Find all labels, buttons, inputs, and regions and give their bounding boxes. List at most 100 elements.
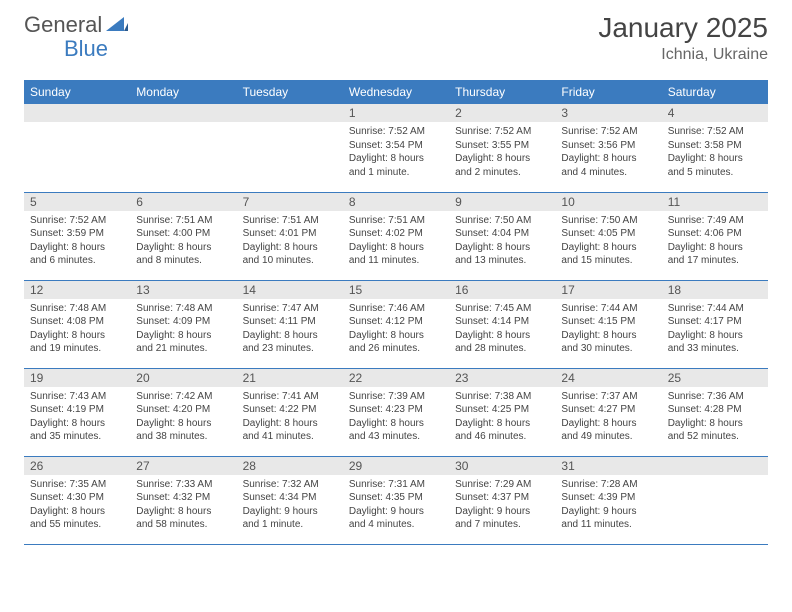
logo-text-2: Blue	[64, 36, 108, 62]
sunset-text: Sunset: 4:02 PM	[349, 227, 443, 241]
calendar-day-cell: 11Sunrise: 7:49 AMSunset: 4:06 PMDayligh…	[662, 192, 768, 280]
day-details: Sunrise: 7:36 AMSunset: 4:28 PMDaylight:…	[662, 387, 768, 448]
calendar-day-cell: 28Sunrise: 7:32 AMSunset: 4:34 PMDayligh…	[237, 456, 343, 544]
sunrise-text: Sunrise: 7:52 AM	[561, 125, 655, 139]
sunrise-text: Sunrise: 7:28 AM	[561, 478, 655, 492]
sunrise-text: Sunrise: 7:46 AM	[349, 302, 443, 316]
daylight-text: Daylight: 8 hours and 4 minutes.	[561, 152, 655, 179]
day-details: Sunrise: 7:50 AMSunset: 4:05 PMDaylight:…	[555, 211, 661, 272]
weekday-header: Monday	[130, 80, 236, 104]
calendar-day-cell	[130, 104, 236, 192]
calendar-body: 1Sunrise: 7:52 AMSunset: 3:54 PMDaylight…	[24, 104, 768, 544]
sunset-text: Sunset: 4:11 PM	[243, 315, 337, 329]
sunset-text: Sunset: 4:30 PM	[30, 491, 124, 505]
sunrise-text: Sunrise: 7:39 AM	[349, 390, 443, 404]
sunset-text: Sunset: 3:58 PM	[668, 139, 762, 153]
day-number: 16	[449, 281, 555, 299]
empty-day	[237, 104, 343, 122]
calendar-day-cell: 16Sunrise: 7:45 AMSunset: 4:14 PMDayligh…	[449, 280, 555, 368]
day-number: 22	[343, 369, 449, 387]
sunset-text: Sunset: 4:35 PM	[349, 491, 443, 505]
sunset-text: Sunset: 3:59 PM	[30, 227, 124, 241]
day-number: 17	[555, 281, 661, 299]
month-title: January 2025	[598, 12, 768, 44]
day-number: 15	[343, 281, 449, 299]
calendar-day-cell: 6Sunrise: 7:51 AMSunset: 4:00 PMDaylight…	[130, 192, 236, 280]
calendar-day-cell: 29 Sunrise: 7:31 AMSunset: 4:35 PMDayligh…	[343, 456, 449, 544]
day-details: Sunrise: 7:28 AMSunset: 4:39 PMDaylight:…	[555, 475, 661, 536]
sunset-text: Sunset: 4:06 PM	[668, 227, 762, 241]
sunrise-text: Sunrise: 7:51 AM	[243, 214, 337, 228]
empty-day	[130, 104, 236, 122]
sunrise-text: Sunrise: 7:52 AM	[349, 125, 443, 139]
day-number: 31	[555, 457, 661, 475]
calendar-day-cell: 8Sunrise: 7:51 AMSunset: 4:02 PMDaylight…	[343, 192, 449, 280]
calendar-day-cell: 26Sunrise: 7:35 AMSunset: 4:30 PMDayligh…	[24, 456, 130, 544]
day-number: 5	[24, 193, 130, 211]
calendar-day-cell: 13Sunrise: 7:48 AMSunset: 4:09 PMDayligh…	[130, 280, 236, 368]
sunset-text: Sunset: 4:19 PM	[30, 403, 124, 417]
day-number: 10	[555, 193, 661, 211]
sunset-text: Sunset: 3:56 PM	[561, 139, 655, 153]
calendar-day-cell: 12Sunrise: 7:48 AMSunset: 4:08 PMDayligh…	[24, 280, 130, 368]
sunset-text: Sunset: 4:09 PM	[136, 315, 230, 329]
daylight-text: Daylight: 8 hours and 5 minutes.	[668, 152, 762, 179]
calendar-week-row: 26Sunrise: 7:35 AMSunset: 4:30 PMDayligh…	[24, 456, 768, 544]
day-details: Sunrise: 7:52 AMSunset: 3:59 PMDaylight:…	[24, 211, 130, 272]
day-number: 24	[555, 369, 661, 387]
sunrise-text: Sunrise: 7:52 AM	[30, 214, 124, 228]
day-details: Sunrise: 7:48 AMSunset: 4:09 PMDaylight:…	[130, 299, 236, 360]
day-number: 29	[343, 457, 449, 475]
sunrise-text: Sunrise: 7:51 AM	[349, 214, 443, 228]
day-details: Sunrise: 7:49 AMSunset: 4:06 PMDaylight:…	[662, 211, 768, 272]
sunset-text: Sunset: 3:55 PM	[455, 139, 549, 153]
calendar-day-cell: 1Sunrise: 7:52 AMSunset: 3:54 PMDaylight…	[343, 104, 449, 192]
day-number: 13	[130, 281, 236, 299]
sunset-text: Sunset: 4:22 PM	[243, 403, 337, 417]
calendar-week-row: 19Sunrise: 7:43 AMSunset: 4:19 PMDayligh…	[24, 368, 768, 456]
calendar-day-cell	[662, 456, 768, 544]
calendar-day-cell: 15Sunrise: 7:46 AMSunset: 4:12 PMDayligh…	[343, 280, 449, 368]
daylight-text: Daylight: 8 hours and 26 minutes.	[349, 329, 443, 356]
daylight-text: Daylight: 8 hours and 41 minutes.	[243, 417, 337, 444]
sunrise-text: Sunrise: 7:50 AM	[455, 214, 549, 228]
sunset-text: Sunset: 4:27 PM	[561, 403, 655, 417]
calendar-day-cell: 24Sunrise: 7:37 AMSunset: 4:27 PMDayligh…	[555, 368, 661, 456]
daylight-text: Daylight: 8 hours and 46 minutes.	[455, 417, 549, 444]
sunset-text: Sunset: 4:08 PM	[30, 315, 124, 329]
sunrise-text: Sunrise: 7:41 AM	[243, 390, 337, 404]
day-details: Sunrise: 7:41 AMSunset: 4:22 PMDaylight:…	[237, 387, 343, 448]
calendar-day-cell: 25Sunrise: 7:36 AMSunset: 4:28 PMDayligh…	[662, 368, 768, 456]
calendar-day-cell: 7Sunrise: 7:51 AMSunset: 4:01 PMDaylight…	[237, 192, 343, 280]
sunrise-text: Sunrise: 7:36 AM	[668, 390, 762, 404]
calendar-week-row: 5Sunrise: 7:52 AMSunset: 3:59 PMDaylight…	[24, 192, 768, 280]
day-details: Sunrise: 7:52 AMSunset: 3:54 PMDaylight:…	[343, 122, 449, 183]
daylight-text: Daylight: 9 hours and 4 minutes.	[349, 505, 443, 532]
calendar-day-cell: 30Sunrise: 7:29 AMSunset: 4:37 PMDayligh…	[449, 456, 555, 544]
sunrise-text: Sunrise: 7:51 AM	[136, 214, 230, 228]
day-number: 12	[24, 281, 130, 299]
day-number: 6	[130, 193, 236, 211]
daylight-text: Daylight: 9 hours and 11 minutes.	[561, 505, 655, 532]
sunset-text: Sunset: 4:01 PM	[243, 227, 337, 241]
day-details: Sunrise: 7:46 AMSunset: 4:12 PMDaylight:…	[343, 299, 449, 360]
daylight-text: Daylight: 8 hours and 6 minutes.	[30, 241, 124, 268]
daylight-text: Daylight: 8 hours and 2 minutes.	[455, 152, 549, 179]
day-number: 20	[130, 369, 236, 387]
day-details: Sunrise: 7:32 AMSunset: 4:34 PMDaylight:…	[237, 475, 343, 536]
sunset-text: Sunset: 4:23 PM	[349, 403, 443, 417]
sunset-text: Sunset: 4:04 PM	[455, 227, 549, 241]
sunrise-text: Sunrise: 7:50 AM	[561, 214, 655, 228]
sunrise-text: Sunrise: 7:29 AM	[455, 478, 549, 492]
day-number: 7	[237, 193, 343, 211]
weekday-header: Sunday	[24, 80, 130, 104]
day-number: 19	[24, 369, 130, 387]
day-number: 27	[130, 457, 236, 475]
sunrise-text: Sunrise: 7:35 AM	[30, 478, 124, 492]
sunset-text: Sunset: 4:32 PM	[136, 491, 230, 505]
day-details: Sunrise: 7:35 AMSunset: 4:30 PMDaylight:…	[24, 475, 130, 536]
daylight-text: Daylight: 8 hours and 35 minutes.	[30, 417, 124, 444]
calendar-day-cell: 31Sunrise: 7:28 AMSunset: 4:39 PMDayligh…	[555, 456, 661, 544]
sunrise-text: Sunrise: 7:31 AM	[349, 478, 443, 492]
weekday-header: Saturday	[662, 80, 768, 104]
